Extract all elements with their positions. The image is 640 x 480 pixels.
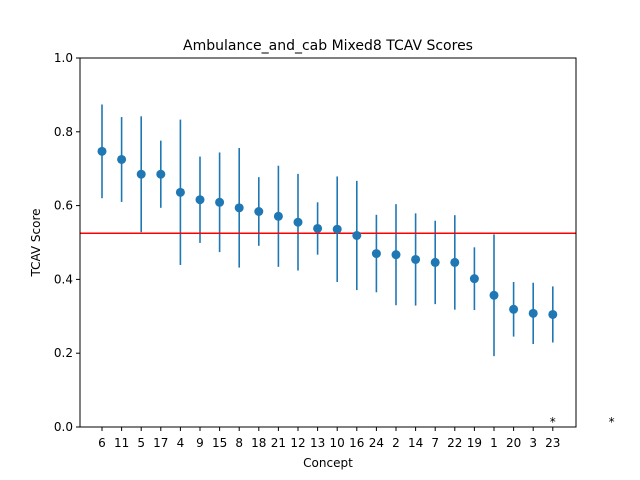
- y-tick-label: 1.0: [54, 51, 73, 65]
- data-point: [293, 217, 303, 227]
- x-tick-label: 9: [196, 436, 204, 450]
- data-point: [391, 250, 401, 260]
- chart-title: Ambulance_and_cab Mixed8 TCAV Scores: [183, 38, 473, 54]
- y-tick-label: 0.6: [54, 199, 73, 213]
- x-tick-label: 13: [310, 436, 325, 450]
- y-tick-label: 0.4: [54, 272, 73, 286]
- x-tick-label: 14: [408, 436, 423, 450]
- x-tick-label: 17: [153, 436, 168, 450]
- y-tick-label: 0.0: [54, 420, 73, 434]
- data-point: [273, 211, 283, 221]
- y-axis: 0.0 0.2 0.4 0.6 0.8 1.0: [54, 51, 80, 434]
- y-tick-label: 0.2: [54, 346, 73, 360]
- x-tick-label: 21: [271, 436, 286, 450]
- x-axis-label: Concept: [303, 456, 353, 470]
- data-point: [254, 207, 264, 217]
- x-tick-label: 2: [392, 436, 400, 450]
- data-point: [156, 169, 166, 179]
- x-tick-label: 24: [369, 436, 384, 450]
- x-tick-label: 11: [114, 436, 129, 450]
- data-point: [509, 304, 519, 314]
- data-point: [411, 254, 421, 264]
- data-point: [117, 154, 127, 164]
- x-tick-label: 8: [235, 436, 243, 450]
- x-tick-label: 18: [251, 436, 266, 450]
- x-tick-label: 20: [506, 436, 521, 450]
- y-axis-label: TCAV Score: [29, 208, 43, 277]
- data-point: [352, 230, 362, 240]
- data-point: [528, 308, 538, 318]
- x-tick-label: 4: [177, 436, 185, 450]
- x-tick-label: 16: [349, 436, 364, 450]
- data-point: [430, 257, 440, 267]
- data-point: [489, 290, 499, 300]
- data-point: [548, 309, 558, 319]
- data-point: [195, 195, 205, 205]
- data-point: [97, 146, 107, 156]
- x-tick-label: 10: [330, 436, 345, 450]
- data-point: [450, 257, 460, 267]
- x-tick-label: 12: [290, 436, 305, 450]
- data-point: [215, 197, 225, 207]
- data-point: [332, 224, 342, 234]
- data-point: [313, 223, 323, 233]
- significance-marker: *: [609, 415, 615, 429]
- x-tick-label: 5: [137, 436, 145, 450]
- plot-area: * *: [80, 104, 615, 429]
- data-point: [175, 187, 185, 197]
- x-tick-label: 6: [98, 436, 106, 450]
- x-axis: 6 11 5 17 4 9 15 8 18 21 12 13 10 16 24 2 14 7 22 19 1 20 3 23: [98, 427, 560, 450]
- x-tick-label: 19: [467, 436, 482, 450]
- x-tick-label: 3: [529, 436, 537, 450]
- x-tick-label: 22: [447, 436, 462, 450]
- x-tick-label: 23: [545, 436, 560, 450]
- data-point: [136, 169, 146, 179]
- significance-marker: *: [550, 415, 556, 429]
- data-point: [234, 203, 244, 213]
- data-point: [469, 274, 479, 284]
- x-tick-label: 15: [212, 436, 227, 450]
- plot-frame: [79, 57, 577, 428]
- x-tick-label: 1: [490, 436, 498, 450]
- data-point: [371, 249, 381, 259]
- y-tick-label: 0.8: [54, 125, 73, 139]
- x-tick-label: 7: [431, 436, 439, 450]
